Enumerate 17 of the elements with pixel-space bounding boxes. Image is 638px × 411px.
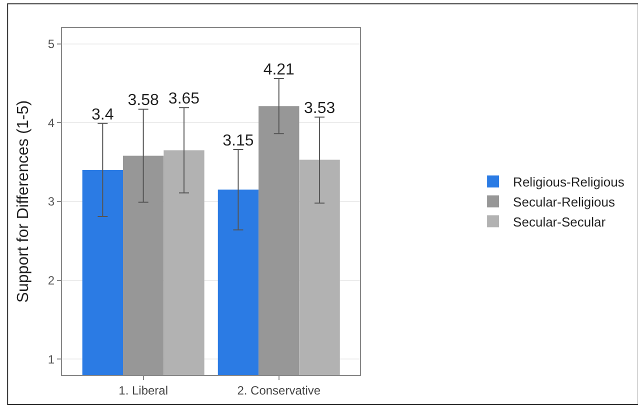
legend-label: Secular-Secular (513, 214, 606, 230)
data-label: 3.53 (304, 100, 336, 118)
data-label: 4.21 (263, 61, 295, 78)
data-label: 3.15 (222, 132, 254, 150)
x-tick-label: 1. Liberal (118, 383, 168, 398)
y-tick-label: 4 (48, 116, 55, 130)
y-tick-label: 3 (48, 194, 55, 209)
y-axis-title: Support for Differences (1-5) (14, 100, 32, 303)
x-tick-label: 2. Conservative (237, 383, 321, 398)
data-label: 3.4 (92, 106, 114, 124)
y-tick-label: 5 (48, 36, 55, 51)
y-tick-label: 2 (48, 274, 55, 288)
legend-label: Religious-Religious (513, 174, 625, 190)
data-label: 3.58 (128, 92, 159, 110)
y-tick-label: 1 (48, 352, 55, 366)
data-label: 3.65 (168, 90, 200, 108)
legend-label: Secular-Religious (513, 194, 616, 210)
